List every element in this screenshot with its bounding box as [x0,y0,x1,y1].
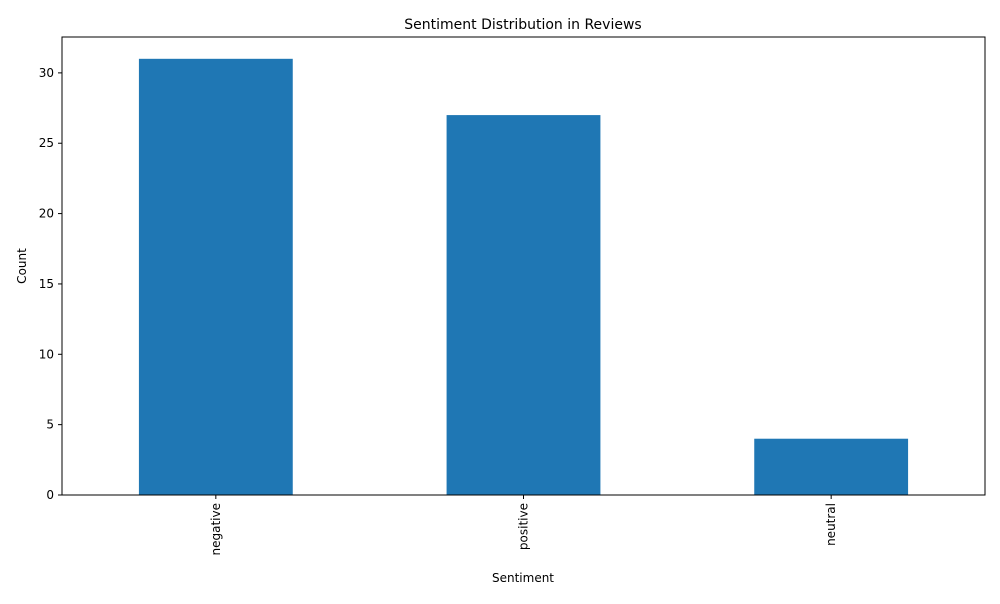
bar-positive [446,115,601,495]
y-tick-label: 15 [39,277,54,291]
bar-neutral [754,438,909,495]
y-tick-label: 5 [46,418,54,432]
y-axis-ticks: 0 5 10 15 20 25 30 [39,66,62,502]
y-tick-label: 20 [39,207,54,221]
x-tick-label: negative [209,503,223,555]
chart-title: Sentiment Distribution in Reviews [404,17,641,33]
x-axis-ticks: negative positive neutral [209,495,838,555]
plot-area-frame [61,36,986,496]
bars-group [138,58,909,496]
y-tick-label: 0 [46,488,54,502]
x-tick-label: positive [517,503,531,550]
y-tick-label: 25 [39,136,54,150]
y-axis-label: Count [15,248,29,284]
y-tick-label: 10 [39,347,54,361]
x-tick-label: neutral [824,503,838,546]
bar-negative [138,58,293,496]
y-tick-label: 30 [39,66,54,80]
x-axis-label: Sentiment [492,571,554,585]
